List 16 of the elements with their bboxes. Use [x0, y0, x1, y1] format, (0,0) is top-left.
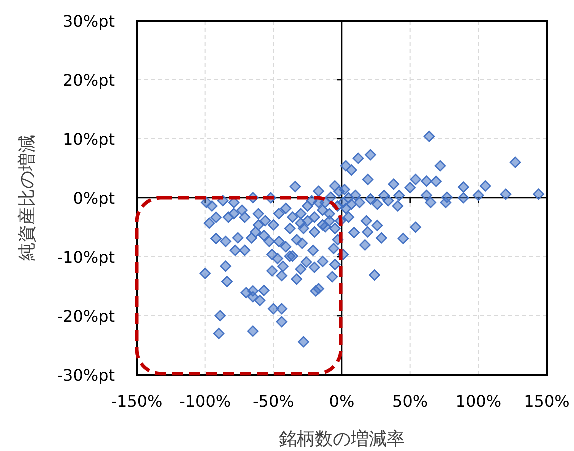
x-tick-label: 150% [524, 392, 570, 411]
y-tick-label: -10%pt [57, 248, 115, 267]
y-tick-label: -30%pt [57, 366, 115, 385]
y-tick-label: 20%pt [63, 71, 115, 90]
x-tick-label: -150% [111, 392, 163, 411]
x-tick-label: 0% [329, 392, 355, 411]
x-tick-label: 100% [456, 392, 502, 411]
y-axis-title: 純資産比の増減 [17, 135, 38, 261]
y-tick-label: 30%pt [63, 12, 115, 31]
x-tick-label: -50% [252, 392, 294, 411]
x-tick-label: 50% [392, 392, 428, 411]
y-tick-label: 10%pt [63, 130, 115, 149]
y-tick-label: 0%pt [73, 189, 115, 208]
x-axis-title: 銘柄数の増減率 [279, 429, 405, 450]
x-tick-label: -100% [180, 392, 232, 411]
y-tick-label: -20%pt [57, 307, 115, 326]
